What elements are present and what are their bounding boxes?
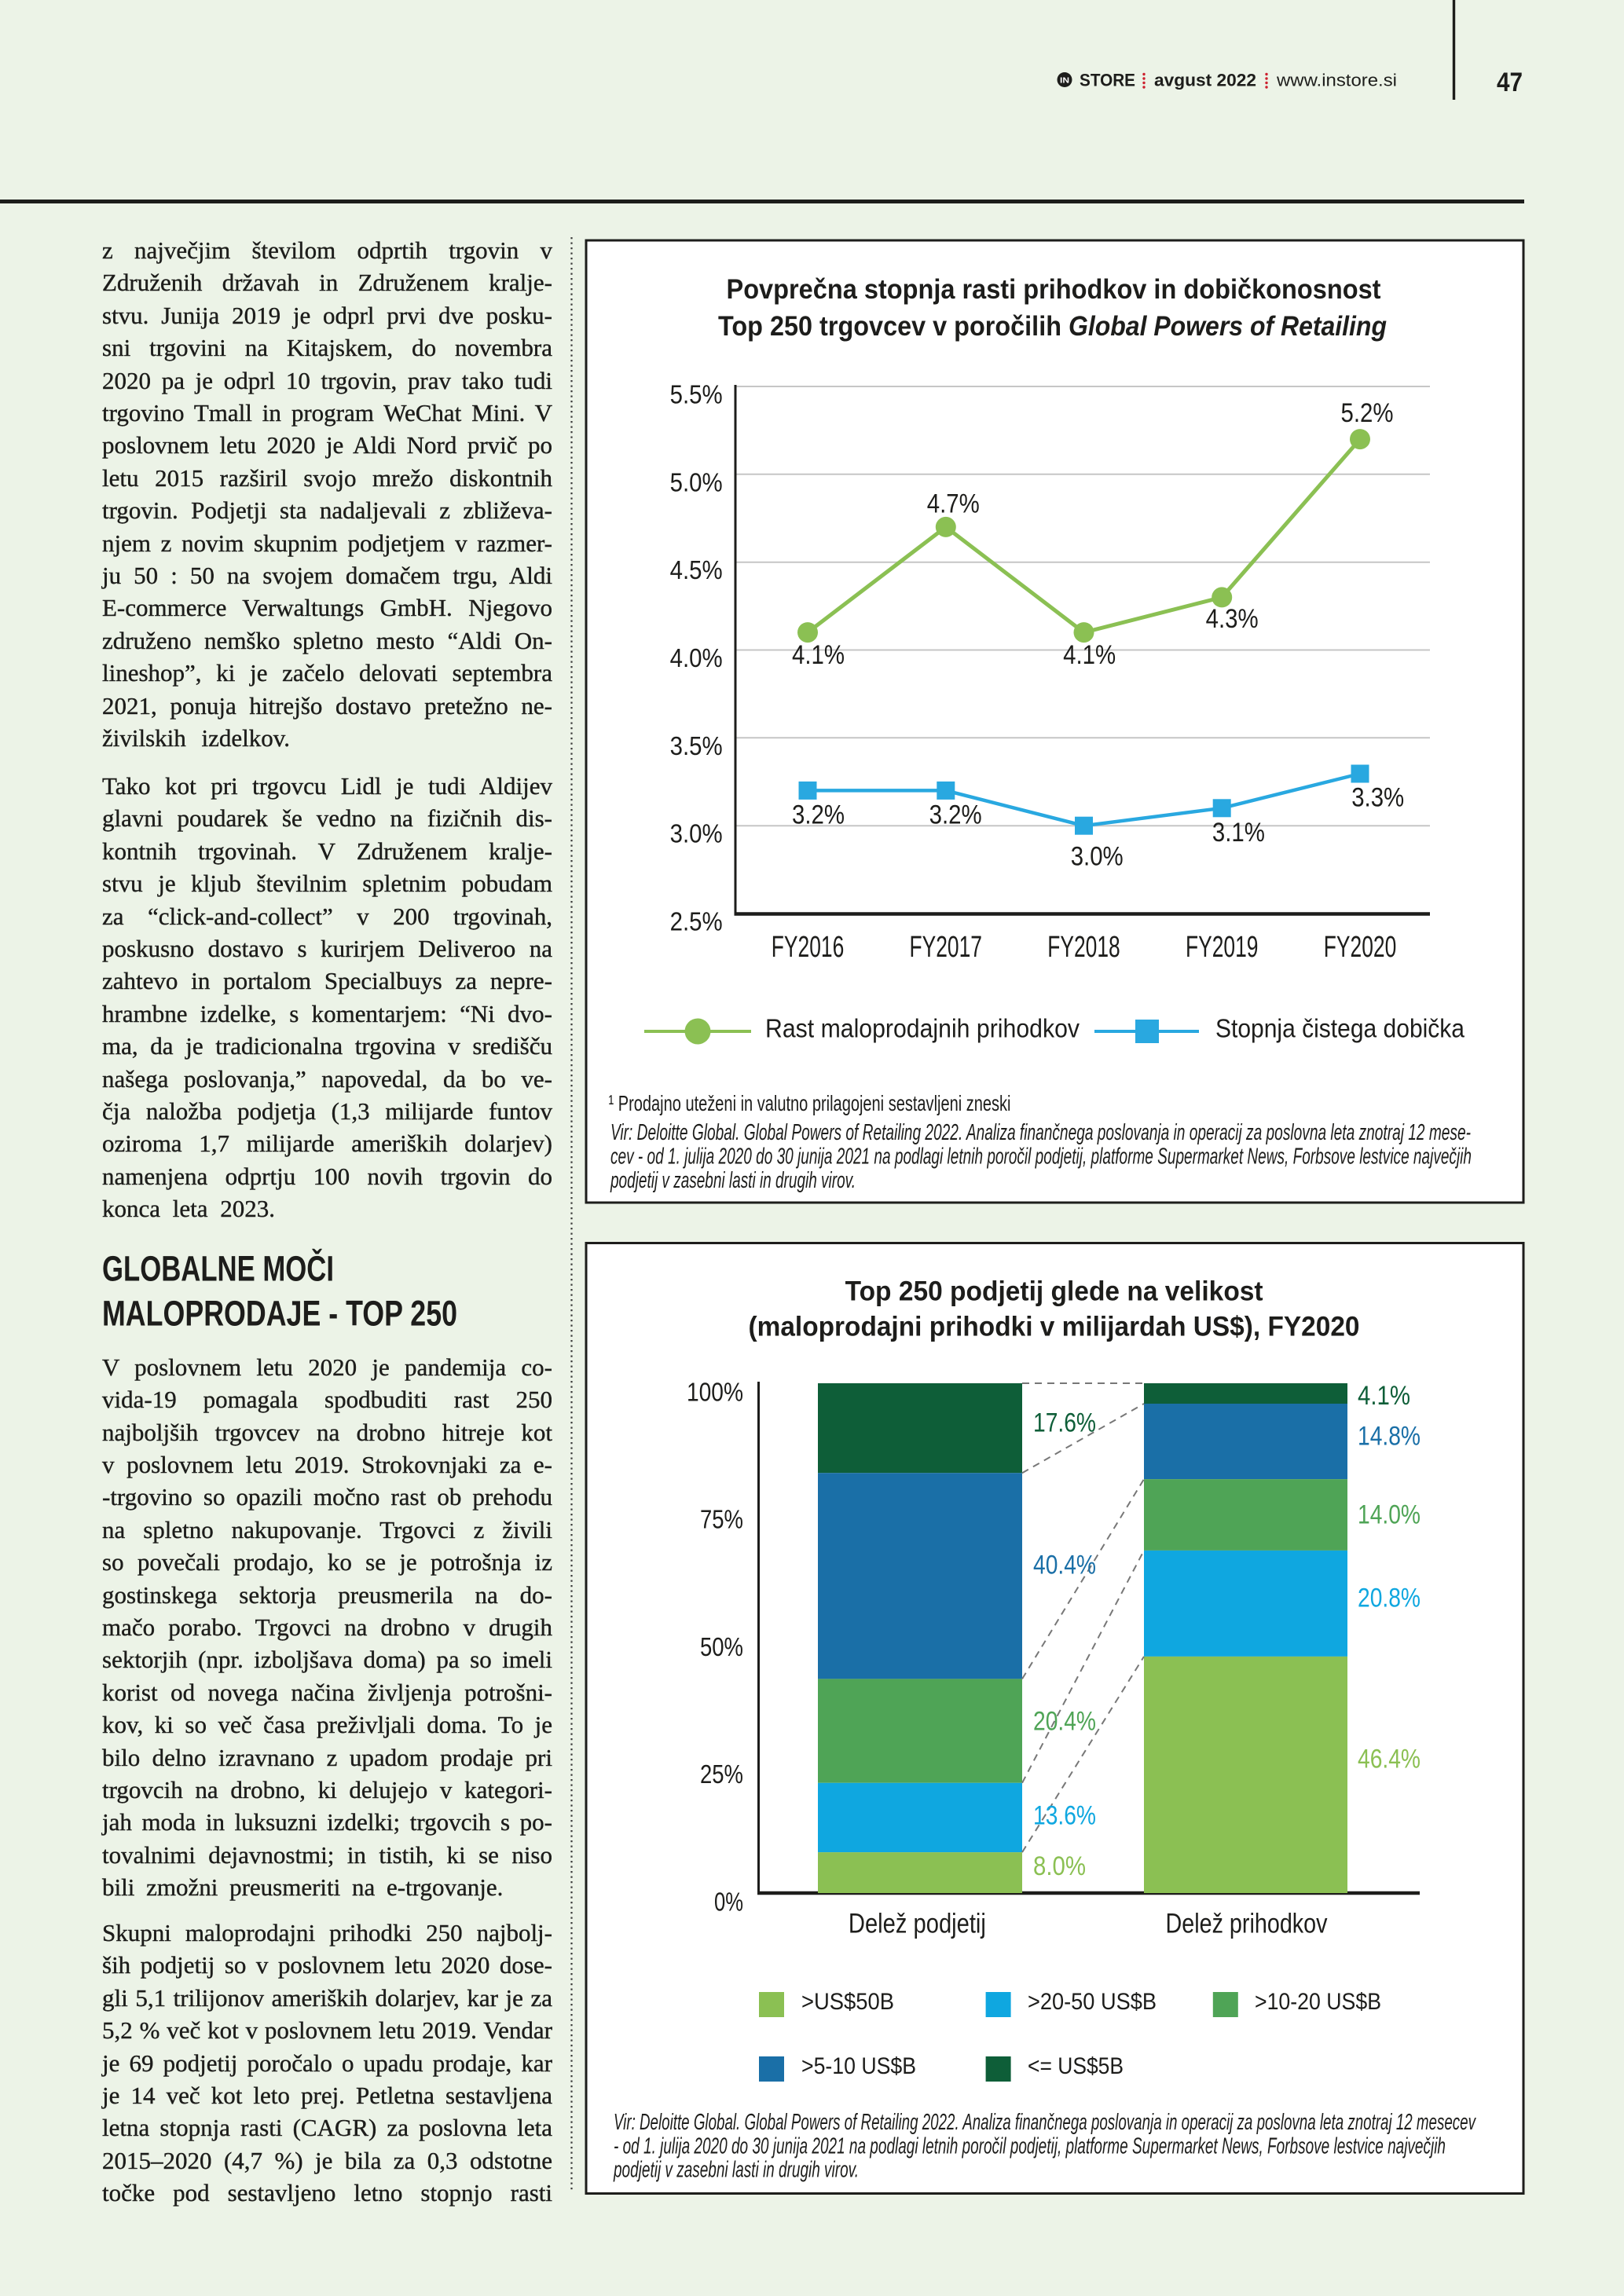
svg-text:(maloprodajni prihodki v milij: (maloprodajni prihodki v milijardah US$)…: [749, 1311, 1360, 1342]
svg-text:Vir: Deloitte Global. Global P: Vir: Deloitte Global. Global Powers of R…: [614, 2110, 1476, 2135]
svg-text:4.1%: 4.1%: [1358, 1381, 1410, 1411]
svg-text:3.2%: 3.2%: [792, 800, 845, 830]
svg-text:50%: 50%: [700, 1632, 743, 1661]
svg-text:Global Powers of Retailing: Global Powers of Retailing: [1069, 311, 1387, 342]
svg-text:Stopnja čistega dobička: Stopnja čistega dobička: [1215, 1013, 1465, 1042]
svg-text:Povprečna stopnja rasti prihod: Povprečna stopnja rasti prihodkov in dob…: [727, 274, 1381, 305]
svg-text:>US$50B: >US$50B: [801, 1989, 894, 2015]
svg-text:5.5%: 5.5%: [670, 380, 723, 409]
svg-text:4.5%: 4.5%: [670, 555, 723, 584]
svg-text:Top 250 trgovcev v poročilih: Top 250 trgovcev v poročilih: [718, 311, 1061, 342]
svg-text:40.4%: 40.4%: [1033, 1550, 1096, 1580]
svg-text:20.8%: 20.8%: [1358, 1583, 1421, 1613]
svg-text:>10-20 US$B: >10-20 US$B: [1255, 1989, 1381, 2015]
svg-text:2.5%: 2.5%: [670, 907, 723, 936]
svg-text:- od 1. julija 2020 do 30 juni: - od 1. julija 2020 do 30 junija 2021 na…: [614, 2133, 1446, 2159]
svg-text:47: 47: [1497, 68, 1523, 97]
svg-text:<= US$5B: <= US$5B: [1028, 2053, 1124, 2079]
svg-text:avgust 2022: avgust 2022: [1154, 71, 1256, 90]
svg-text:Delež prihodkov: Delež prihodkov: [1166, 1909, 1328, 1939]
svg-text:0%: 0%: [714, 1887, 743, 1916]
svg-text:¹ Prodajno uteženi in valutno: ¹ Prodajno uteženi in valutno prilagojen…: [609, 1091, 1011, 1115]
svg-text:FY2016: FY2016: [772, 931, 845, 964]
svg-text:Delež podjetij: Delež podjetij: [849, 1909, 986, 1939]
svg-text:4.7%: 4.7%: [927, 489, 980, 518]
svg-text:5.0%: 5.0%: [670, 467, 723, 496]
svg-text:Vir: Deloitte Global. Global P: Vir: Deloitte Global. Global Powers of R…: [610, 1120, 1471, 1145]
svg-text:cev - od 1. julija 2020 do 30: cev - od 1. julija 2020 do 30 junija 202…: [610, 1144, 1472, 1170]
svg-text:5.2%: 5.2%: [1341, 398, 1394, 428]
svg-text:4.0%: 4.0%: [670, 643, 723, 672]
svg-text:>5-10 US$B: >5-10 US$B: [801, 2053, 916, 2079]
svg-text:17.6%: 17.6%: [1033, 1408, 1096, 1437]
svg-text:8.0%: 8.0%: [1033, 1851, 1086, 1881]
svg-text:podjetij v zasebni lasti in dr: podjetij v zasebni lasti in drugih virov…: [613, 2158, 859, 2183]
svg-text:GLOBALNE MOČI: GLOBALNE MOČI: [102, 1249, 334, 1289]
svg-text:www.instore.si: www.instore.si: [1276, 71, 1397, 90]
svg-text:FY2017: FY2017: [910, 931, 983, 964]
svg-text:3.0%: 3.0%: [670, 819, 723, 848]
svg-text:4.3%: 4.3%: [1206, 604, 1259, 634]
svg-text:FY2019: FY2019: [1186, 931, 1259, 964]
svg-text:3.0%: 3.0%: [1071, 841, 1124, 871]
svg-text:100%: 100%: [687, 1377, 743, 1406]
svg-text:3.2%: 3.2%: [929, 800, 982, 830]
svg-text:25%: 25%: [700, 1760, 743, 1789]
svg-text:Rast maloprodajnih prihodkov: Rast maloprodajnih prihodkov: [765, 1013, 1080, 1042]
svg-text:3.5%: 3.5%: [670, 731, 723, 760]
svg-text:14.8%: 14.8%: [1358, 1421, 1421, 1451]
svg-text:20.4%: 20.4%: [1033, 1706, 1096, 1736]
svg-text:4.1%: 4.1%: [1063, 640, 1116, 670]
svg-text:3.3%: 3.3%: [1351, 783, 1404, 813]
svg-text:14.0%: 14.0%: [1358, 1500, 1421, 1529]
svg-text:FY2018: FY2018: [1047, 931, 1120, 964]
svg-text:IN: IN: [1060, 76, 1069, 86]
svg-text:>20-50 US$B: >20-50 US$B: [1028, 1989, 1157, 2015]
svg-text:13.6%: 13.6%: [1033, 1800, 1096, 1830]
svg-text:75%: 75%: [700, 1505, 743, 1534]
svg-text:46.4%: 46.4%: [1358, 1744, 1421, 1774]
svg-text:podjetij v zasebni lasti in dr: podjetij v zasebni lasti in drugih virov…: [610, 1168, 856, 1193]
svg-text:4.1%: 4.1%: [792, 640, 845, 670]
svg-text:3.1%: 3.1%: [1212, 818, 1265, 848]
svg-text:Top 250 podjetij glede na veli: Top 250 podjetij glede na velikost: [845, 1276, 1263, 1306]
svg-text:STORE: STORE: [1080, 71, 1135, 90]
svg-text:MALOPRODAJE - TOP 250: MALOPRODAJE - TOP 250: [102, 1293, 457, 1333]
svg-text:FY2020: FY2020: [1324, 931, 1397, 964]
